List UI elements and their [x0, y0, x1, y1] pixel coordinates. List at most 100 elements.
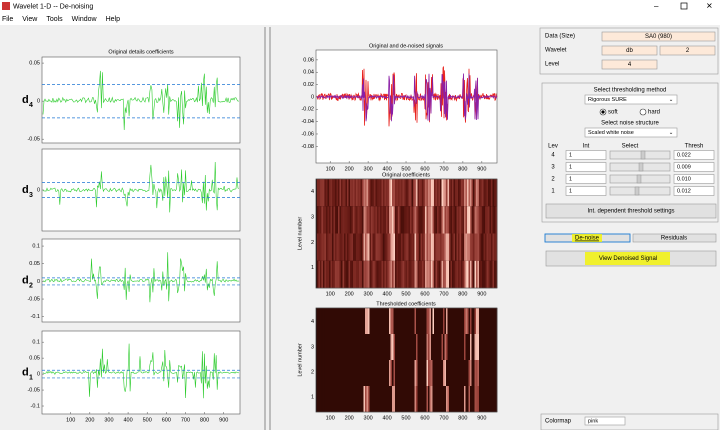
x-tick-label: 900	[477, 415, 486, 421]
slider-thumb[interactable]	[640, 150, 646, 160]
maximize-button[interactable]	[680, 2, 688, 10]
coef-cell	[452, 386, 454, 412]
coef-cell	[348, 334, 351, 360]
coef-cell	[392, 260, 394, 289]
coef-cell	[371, 179, 373, 207]
coef-cell	[459, 360, 462, 386]
coef-cell	[474, 206, 477, 234]
thresh-field[interactable]	[673, 162, 715, 172]
coef-cell	[396, 260, 399, 289]
coef-cell	[324, 233, 327, 261]
coef-cell	[396, 360, 399, 386]
coef-cell	[368, 386, 370, 412]
coef-cell	[494, 179, 496, 207]
coef-cell	[474, 334, 477, 360]
int-button[interactable]	[545, 203, 717, 219]
close-button[interactable]: ✕	[706, 2, 713, 11]
coef-cell	[332, 334, 334, 360]
minimize-button[interactable]: –	[654, 2, 659, 11]
coef-cell	[467, 233, 469, 261]
int-dropdown[interactable]	[565, 150, 607, 160]
coef-cell	[443, 308, 445, 334]
slider-thumb[interactable]	[638, 162, 644, 172]
coef-cell	[347, 233, 349, 261]
coef-cell	[392, 179, 394, 207]
menu-item[interactable]: View	[22, 16, 38, 23]
coef-cell	[326, 179, 328, 207]
menu-item[interactable]: File	[2, 16, 13, 23]
noise-dropdown[interactable]	[584, 127, 678, 138]
coef-cell	[437, 233, 439, 261]
coef-cell	[453, 260, 456, 289]
method-dropdown[interactable]	[584, 94, 678, 105]
coef-cell	[435, 206, 438, 234]
coef-cell	[371, 233, 373, 261]
y-tick-label: -0.06	[301, 131, 314, 137]
coef-cell	[401, 233, 403, 261]
residuals-button[interactable]	[632, 233, 717, 243]
coef-cell	[356, 334, 358, 360]
coef-cell	[401, 334, 403, 360]
thresh-field[interactable]	[673, 174, 715, 184]
coef-cell	[335, 334, 337, 360]
coef-cell	[429, 308, 432, 334]
coef-cell	[405, 206, 408, 234]
menu-item[interactable]: Help	[106, 16, 121, 23]
coef-cell	[476, 206, 478, 234]
menu-item[interactable]: Window	[72, 16, 98, 23]
coef-cell	[459, 260, 462, 289]
coef-cell	[435, 233, 438, 261]
coef-cell	[438, 308, 441, 334]
int-dropdown[interactable]	[565, 186, 607, 196]
slider-thumb[interactable]	[634, 186, 640, 196]
coef-cell	[344, 334, 346, 360]
coef-cell	[450, 334, 453, 360]
coef-cell	[414, 386, 417, 412]
denoised-signal	[316, 73, 498, 122]
coef-cell	[395, 179, 397, 207]
int-dropdown[interactable]	[565, 162, 607, 172]
y-tick-label: -0.02	[301, 107, 314, 113]
coef-cell	[341, 233, 343, 261]
coef-cell	[401, 386, 403, 412]
coef-cell	[375, 260, 378, 289]
coef-cell	[435, 260, 438, 289]
coef-cell	[319, 386, 322, 412]
coef-cell	[443, 233, 445, 261]
int-dropdown[interactable]	[565, 174, 607, 184]
coef-cell	[395, 386, 397, 412]
coef-cell	[471, 334, 474, 360]
thresh-field[interactable]	[673, 186, 715, 196]
coef-cell	[372, 179, 375, 207]
coef-cell	[365, 233, 367, 261]
coef-cell	[402, 260, 405, 289]
coef-cell	[465, 334, 468, 360]
coef-cell	[455, 308, 457, 334]
coef-cell	[413, 206, 415, 234]
coef-cell	[318, 386, 321, 412]
threshold-slider[interactable]	[609, 150, 671, 160]
coef-cell	[444, 386, 447, 412]
coef-cell	[374, 360, 376, 386]
slider-thumb[interactable]	[636, 174, 642, 184]
coef-cell	[322, 386, 325, 412]
x-tick-label: 500	[401, 166, 410, 172]
detail-trace	[42, 252, 240, 303]
coef-cell	[374, 179, 376, 207]
coef-cell	[486, 179, 489, 207]
coef-cell	[336, 308, 339, 334]
coef-cell	[492, 308, 495, 334]
coef-cell	[360, 308, 363, 334]
coef-cell	[477, 386, 480, 412]
coef-cell	[371, 334, 373, 360]
colormap-dropdown[interactable]	[584, 416, 626, 426]
radio-hard[interactable]	[639, 108, 647, 116]
coef-cell	[432, 179, 435, 207]
thresh-field[interactable]	[673, 150, 715, 160]
threshold-slider[interactable]	[609, 186, 671, 196]
coef-cell	[428, 206, 430, 234]
y-tick-label: 1	[311, 265, 314, 271]
x-tick-label: 400	[382, 415, 391, 421]
coef-cell	[321, 386, 324, 412]
menu-item[interactable]: Tools	[46, 16, 63, 23]
